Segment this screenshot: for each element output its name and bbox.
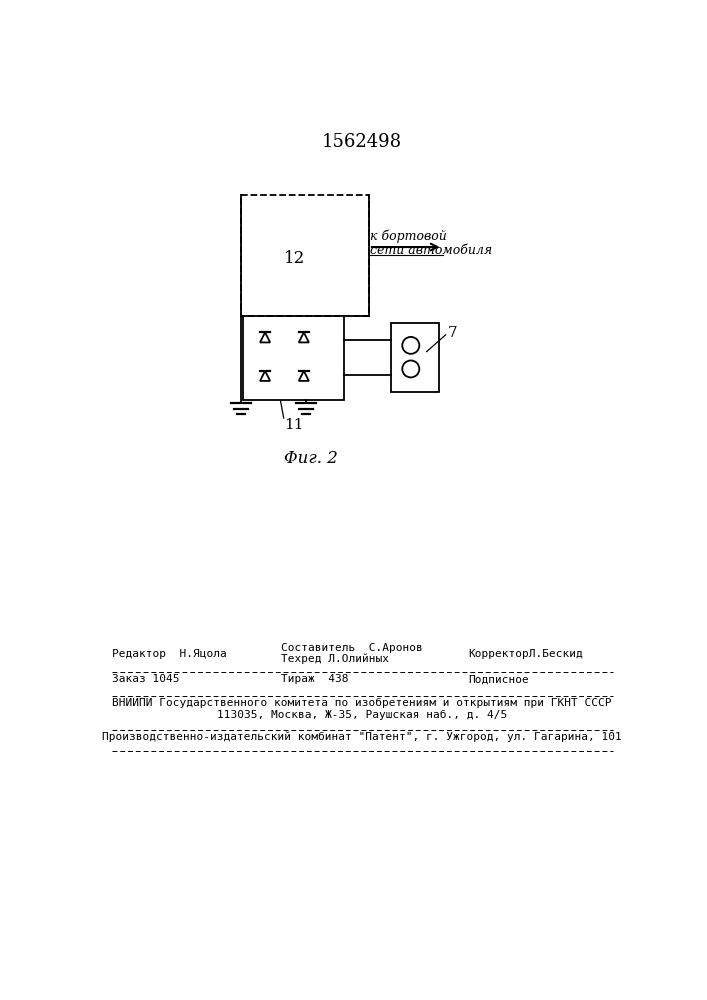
Text: 7: 7: [448, 326, 457, 340]
Text: Тираж  438: Тираж 438: [281, 674, 348, 684]
Text: Производственно-издательский комбинат "Патент", г. Ужгород, ул. Гагарина, 101: Производственно-издательский комбинат "П…: [102, 732, 622, 742]
Text: 12: 12: [284, 250, 305, 267]
Text: Техред Л.Олийных: Техред Л.Олийных: [281, 653, 389, 664]
Bar: [241, 195, 369, 316]
Polygon shape: [260, 371, 270, 381]
Text: 1562498: 1562498: [322, 133, 402, 151]
Polygon shape: [299, 332, 309, 342]
Bar: [243, 316, 344, 400]
Text: 113035, Москва, Ж-35, Раушская наб., д. 4/5: 113035, Москва, Ж-35, Раушская наб., д. …: [217, 710, 507, 720]
Text: сети автомобиля: сети автомобиля: [370, 244, 493, 257]
Text: к бортовой: к бортовой: [370, 230, 448, 243]
Text: КорректорЛ.Бескид: КорректорЛ.Бескид: [468, 649, 583, 659]
Text: ВНИИПИ Государственного комитета по изобретениям и открытиям при ГКНТ СССР: ВНИИПИ Государственного комитета по изоб…: [112, 698, 612, 708]
Text: Редактор  Н.Яцола: Редактор Н.Яцола: [112, 649, 226, 659]
Text: Заказ 1045: Заказ 1045: [112, 674, 179, 684]
Polygon shape: [260, 332, 270, 342]
Text: Φиг. 2: Φиг. 2: [284, 450, 338, 467]
Text: 11: 11: [284, 418, 303, 432]
Polygon shape: [299, 371, 309, 381]
Text: Составитель  С.Аронов: Составитель С.Аронов: [281, 643, 422, 653]
Text: Подписное: Подписное: [468, 674, 529, 684]
Bar: [391, 323, 438, 392]
